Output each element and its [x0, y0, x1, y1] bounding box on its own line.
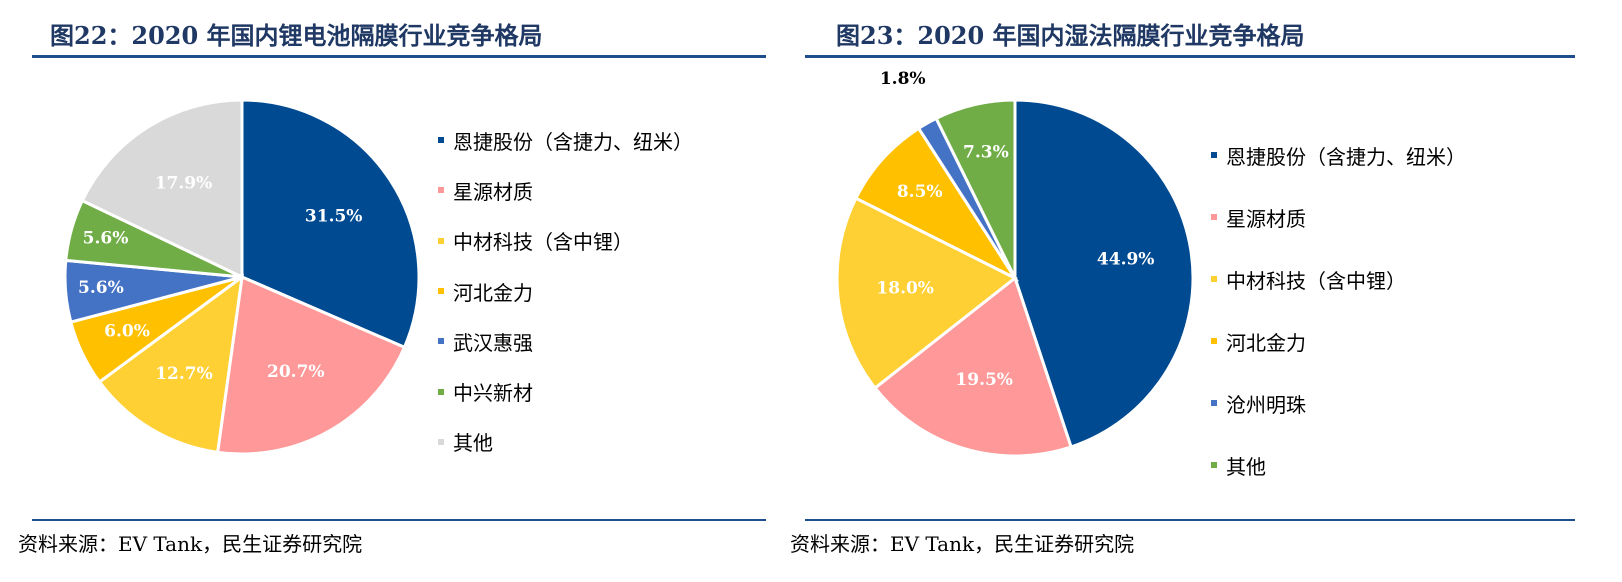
left-pie-legend: 恩捷股份（含捷力、纽米） 星源材质中材科技（含中锂） 河北金力武汉惠强中兴新材其他 [438, 115, 693, 467]
right-bottom-rule [805, 519, 1575, 521]
right-figure-panel: 图23：2020 年国内湿法隔膜行业竞争格局 44.9% 19.5% 18.0% 8.… [790, 0, 1622, 582]
pie-data-label: 17.9% [155, 174, 213, 194]
left-pie-chart: 31.5% 20.7% 12.7% 6.0% 5.6% 5.6% 17.9% [63, 98, 421, 456]
legend-item: 中兴新材 [438, 366, 693, 416]
legend-label: 中兴新材 [453, 381, 533, 406]
left-bottom-rule [32, 519, 766, 521]
right-title-rule [805, 55, 1575, 58]
legend-swatch [438, 438, 444, 445]
legend-item: 其他 [1211, 434, 1466, 496]
left-figure-panel: 图22：2020 年国内锂电池隔膜行业竞争格局 31.5% 20.7% 12.7% 6… [0, 0, 790, 582]
pie-slice [872, 275, 1073, 458]
legend-label: 河北金力 [453, 280, 533, 305]
legend-swatch [438, 288, 444, 295]
pie-data-label: 6.0% [104, 322, 150, 342]
left-figure-title: 图22：2020 年国内锂电池隔膜行业竞争格局 [50, 21, 543, 50]
pie-data-label: 31.5% [305, 206, 363, 226]
pie-slice [240, 98, 421, 350]
legend-label: 中材科技（含中锂） [453, 230, 633, 255]
pie-data-label: 20.7% [267, 362, 325, 382]
legend-label: 恩捷股份（含捷力、纽米） [453, 129, 693, 154]
pie-data-label: 18.0% [876, 279, 934, 299]
legend-label: 沧州明珠 [1226, 392, 1306, 417]
legend-item: 恩捷股份（含捷力、纽米） [1211, 124, 1466, 186]
pie-slice [853, 126, 1020, 282]
left-source-note: 资料来源：EV Tank，民生证券研究院 [18, 532, 363, 556]
pie-data-label: 12.7% [155, 364, 213, 384]
right-figure-title: 图23：2020 年国内湿法隔膜行业竞争格局 [836, 21, 1305, 50]
legend-item: 河北金力 [1211, 310, 1466, 372]
legend-label: 中材科技（含中锂） [1226, 268, 1406, 293]
pie-data-label: 44.9% [1097, 250, 1155, 270]
legend-swatch [1211, 400, 1217, 406]
legend-item: 其他 [438, 417, 693, 467]
legend-label: 星源材质 [1226, 206, 1306, 231]
pie-slice [835, 196, 1018, 391]
legend-swatch [1211, 276, 1217, 282]
pie-data-label: 1.8% [880, 69, 926, 89]
pie-data-label: 8.5% [897, 182, 943, 202]
legend-item: 中材科技（含中锂） [1211, 248, 1466, 310]
pie-data-label: 19.5% [955, 370, 1013, 390]
legend-label: 其他 [1226, 454, 1266, 479]
pie-slice [80, 98, 244, 280]
legend-item: 星源材质 [1211, 186, 1466, 248]
pie-data-label: 7.3% [963, 143, 1009, 163]
pie-slice [97, 273, 244, 455]
right-source-note: 资料来源：EV Tank，民生证券研究院 [790, 532, 1135, 556]
legend-item: 河北金力 [438, 266, 693, 316]
legend-label: 其他 [453, 431, 493, 456]
legend-item: 星源材质 [438, 165, 693, 215]
legend-swatch [1211, 462, 1217, 468]
legend-label: 恩捷股份（含捷力、纽米） [1226, 144, 1466, 169]
pie-data-label: 5.6% [78, 278, 124, 298]
pie-slice [1013, 98, 1195, 449]
legend-item: 武汉惠强 [438, 316, 693, 366]
legend-swatch [438, 137, 444, 144]
legend-label: 武汉惠强 [453, 330, 533, 355]
legend-label: 河北金力 [1226, 330, 1306, 355]
right-pie-legend: 恩捷股份（含捷力、纽米） 星源材质中材科技（含中锂） 河北金力沧州明珠其他 [1211, 124, 1466, 496]
legend-item: 中材科技（含中锂） [438, 216, 693, 266]
legend-item: 恩捷股份（含捷力、纽米） [438, 115, 693, 165]
legend-swatch [438, 338, 444, 345]
legend-label: 星源材质 [453, 179, 533, 204]
legend-swatch [438, 237, 444, 244]
pie-slice [215, 274, 407, 456]
legend-swatch [1211, 214, 1217, 220]
legend-swatch [1211, 338, 1217, 344]
legend-swatch [1211, 152, 1217, 158]
pie-data-label: 5.6% [83, 229, 129, 249]
legend-swatch [438, 187, 444, 194]
left-title-rule [32, 55, 766, 58]
right-pie-chart: 44.9% 19.5% 18.0% 8.5% 1.8% 7.3% [835, 69, 1195, 458]
legend-swatch [438, 388, 444, 395]
legend-item: 沧州明珠 [1211, 372, 1466, 434]
pie-slice [934, 98, 1017, 279]
